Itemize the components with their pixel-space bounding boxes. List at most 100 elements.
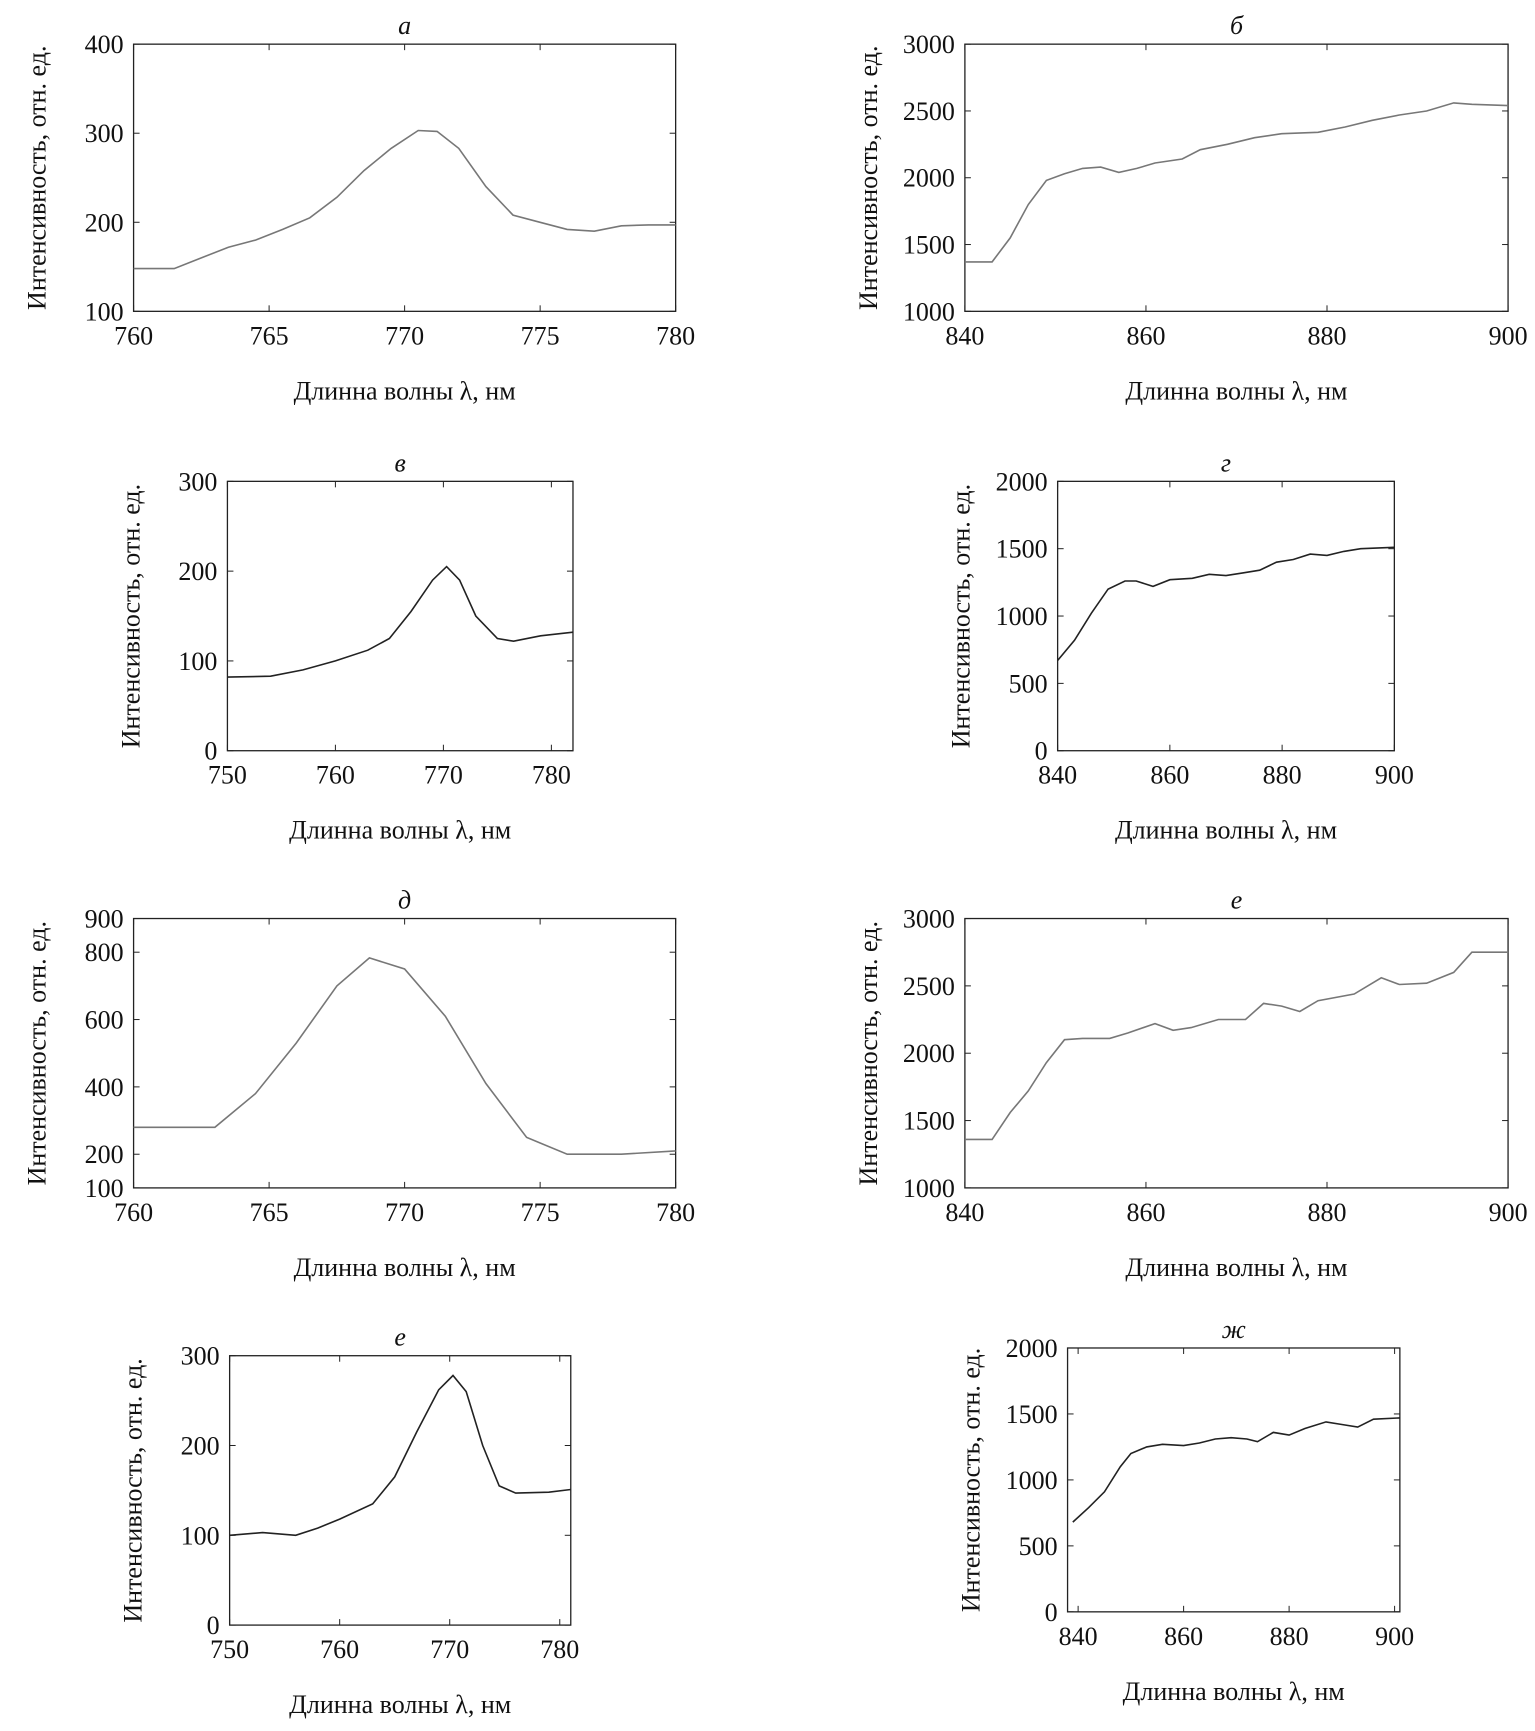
data-line: [133, 957, 676, 1155]
plot-frame: [132, 917, 677, 1189]
y-tick-label: 2000: [996, 467, 1048, 496]
y-tick-label: 0: [207, 1611, 220, 1640]
x-tick-label: 900: [1375, 761, 1414, 790]
chart-title: ж: [1222, 1315, 1246, 1344]
y-axis-label: Интенсивность, отн. ед.: [957, 1348, 986, 1612]
y-axis-label: Интенсивность, отн. ед.: [119, 1358, 148, 1622]
plot-frame: [964, 917, 1509, 1189]
y-tick-label: 1500: [903, 1107, 955, 1136]
y-tick-label: 2500: [903, 97, 955, 126]
x-tick-label: 760: [316, 761, 355, 790]
y-tick-label: 1500: [1006, 1400, 1058, 1429]
y-tick-label: 3000: [903, 905, 955, 934]
chart-title: е: [1231, 886, 1243, 915]
y-axis-label: Интенсивность, отн. ед.: [23, 46, 52, 310]
x-tick-label: 880: [1263, 761, 1302, 790]
x-tick-label: 770: [424, 761, 463, 790]
chart: б Длинна волны λ, нм Интенсивность, отн. е…: [854, 11, 1528, 405]
y-tick-label: 800: [85, 938, 124, 967]
y-axis-label: Интенсивность, отн. ед.: [854, 46, 883, 310]
chart: д Длинна волны λ, нм Интенсивность, отн. е…: [23, 886, 696, 1282]
chart-title: е: [394, 1323, 406, 1352]
x-tick-label: 840: [1038, 761, 1077, 790]
data-line: [227, 565, 574, 678]
x-axis-label: Длинна волны λ, нм: [1125, 376, 1347, 405]
chart: е Длинна волны λ, нм Интенсивность, отн. е…: [119, 1323, 580, 1719]
x-tick-label: 760: [114, 321, 153, 350]
x-axis-label: Длинна волны λ, нм: [289, 1690, 511, 1719]
y-tick-label: 0: [1035, 737, 1048, 766]
x-tick-label: 750: [208, 761, 247, 790]
x-axis-label: Длинна волны λ, нм: [1115, 816, 1337, 845]
chart-title: г: [1221, 448, 1231, 477]
x-tick-label: 880: [1308, 1198, 1347, 1227]
y-tick-label: 400: [85, 30, 124, 59]
x-tick-label: 770: [430, 1635, 469, 1664]
y-tick-label: 1500: [996, 535, 1048, 564]
plot-frame: [1056, 480, 1396, 752]
y-tick-label: 2000: [903, 164, 955, 193]
data-line: [964, 102, 1509, 263]
x-tick-label: 760: [320, 1635, 359, 1664]
plot-frame: [226, 480, 574, 752]
y-tick-label: 1000: [903, 1174, 955, 1203]
x-tick-label: 900: [1375, 1622, 1414, 1651]
y-tick-label: 300: [181, 1342, 220, 1371]
x-tick-label: 860: [1164, 1622, 1203, 1651]
chart: ж Длинна волны λ, нм Интенсивность, отн. е…: [957, 1315, 1415, 1706]
x-tick-label: 900: [1489, 321, 1528, 350]
chart: а Длинна волны λ, нм Интенсивность, отн. е…: [23, 11, 696, 405]
x-tick-label: 840: [945, 1198, 984, 1227]
x-axis-label: Длинна волны λ, нм: [1123, 1677, 1345, 1706]
y-tick-label: 300: [85, 119, 124, 148]
y-axis-label: Интенсивность, отн. ед.: [947, 484, 976, 748]
plot-frame: [964, 43, 1509, 312]
x-tick-label: 780: [532, 761, 571, 790]
y-tick-label: 200: [178, 557, 217, 586]
y-tick-label: 500: [1019, 1532, 1058, 1561]
data-line: [133, 129, 676, 270]
x-tick-label: 860: [1150, 761, 1189, 790]
x-tick-label: 775: [521, 1198, 560, 1227]
y-tick-label: 200: [85, 1140, 124, 1169]
y-tick-label: 500: [1009, 669, 1048, 698]
y-tick-label: 100: [85, 1174, 124, 1203]
chart-title: б: [1230, 11, 1244, 40]
x-tick-label: 780: [540, 1635, 579, 1664]
x-tick-label: 765: [250, 1198, 289, 1227]
chart: е Длинна волны λ, нм Интенсивность, отн. е…: [854, 886, 1528, 1282]
data-line: [1056, 546, 1395, 662]
x-tick-label: 900: [1489, 1198, 1528, 1227]
y-tick-label: 2000: [903, 1039, 955, 1068]
y-tick-label: 900: [85, 905, 124, 934]
y-axis-label: Интенсивность, отн. ед.: [116, 484, 145, 748]
data-line: [229, 1374, 571, 1537]
y-tick-label: 2000: [1006, 1334, 1058, 1363]
x-tick-label: 780: [656, 321, 695, 350]
y-axis-label: Интенсивность, отн. ед.: [854, 921, 883, 1185]
chart: г Длинна волны λ, нм Интенсивность, отн. е…: [947, 448, 1414, 844]
x-tick-label: 840: [945, 321, 984, 350]
y-tick-label: 300: [178, 467, 217, 496]
x-tick-label: 860: [1126, 1198, 1165, 1227]
y-tick-label: 0: [204, 737, 217, 766]
chart-title: в: [395, 448, 406, 477]
y-tick-label: 1000: [903, 297, 955, 326]
y-tick-label: 100: [181, 1521, 220, 1550]
chart-title: д: [398, 886, 411, 915]
y-tick-label: 1000: [1006, 1466, 1058, 1495]
chart-title: а: [398, 11, 411, 40]
y-tick-label: 3000: [903, 30, 955, 59]
x-tick-label: 770: [385, 1198, 424, 1227]
y-axis-label: Интенсивность, отн. ед.: [23, 921, 52, 1185]
x-tick-label: 750: [210, 1635, 249, 1664]
x-tick-label: 840: [1059, 1622, 1098, 1651]
x-axis-label: Длинна волны λ, нм: [289, 816, 511, 845]
x-tick-label: 860: [1126, 321, 1165, 350]
x-tick-label: 880: [1308, 321, 1347, 350]
y-tick-label: 400: [85, 1073, 124, 1102]
x-axis-label: Длинна волны λ, нм: [294, 376, 516, 405]
y-tick-label: 200: [85, 208, 124, 237]
